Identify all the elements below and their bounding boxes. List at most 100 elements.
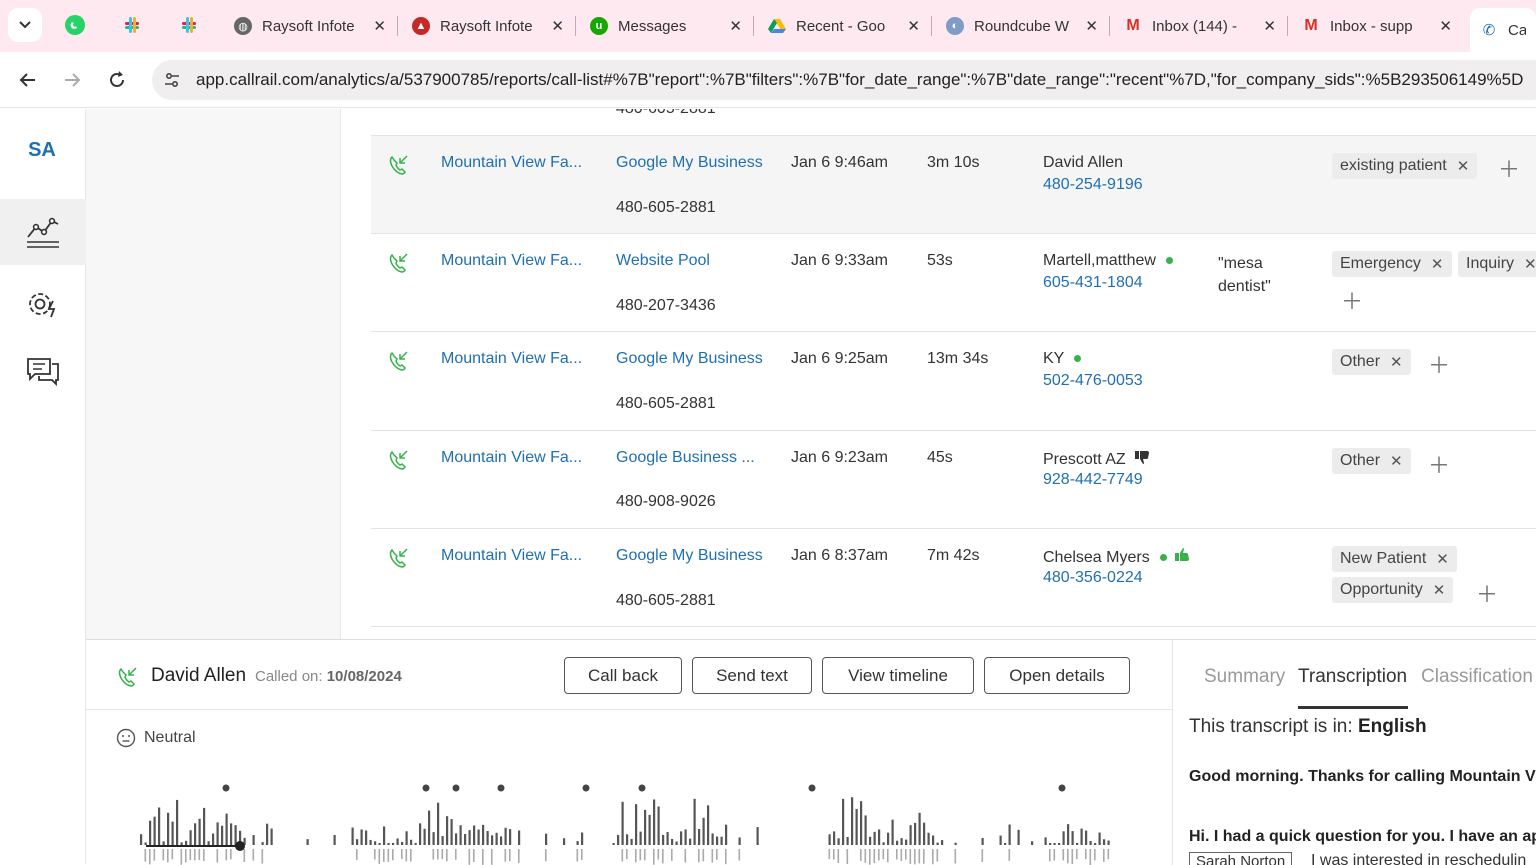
close-icon[interactable]: ✕ [907, 18, 920, 35]
close-icon[interactable]: ✕ [551, 18, 564, 35]
table-row[interactable]: Mountain View Fa... Google My Business 4… [371, 529, 1536, 627]
left-navigation-rail: SA [0, 109, 86, 864]
waveform-bar [144, 849, 147, 862]
company-link[interactable]: Mountain View Fa... [441, 350, 583, 367]
waveform-bar [230, 823, 233, 845]
tab-transcription[interactable]: Transcription [1298, 666, 1408, 687]
reload-button[interactable] [103, 66, 131, 94]
tag-chip: Emergency ✕ [1332, 251, 1452, 277]
waveform-bar [365, 830, 368, 845]
pinned-tab-slack-2[interactable] [176, 12, 202, 38]
waveform-bar [167, 812, 170, 845]
waveform-bar [491, 849, 493, 865]
url-omnibox[interactable]: app.callrail.com/analytics/a/537900785/r… [152, 60, 1536, 100]
call-detail-panel: David Allen Called on: 10/08/2024 Call b… [86, 639, 1536, 865]
url-text[interactable]: app.callrail.com/analytics/a/537900785/r… [196, 70, 1524, 89]
source-link[interactable]: Google My Business [616, 350, 763, 367]
close-icon[interactable]: ✕ [1439, 18, 1452, 35]
caller-phone-link[interactable]: 480-254-9196 [1043, 176, 1143, 193]
tab-inbox-144[interactable]: M Inbox (144) - ✕ [1114, 8, 1286, 44]
waveform-bar [518, 849, 520, 864]
table-row[interactable]: Mountain View Fa... Google Business ... … [371, 431, 1536, 529]
inbound-call-icon [389, 253, 408, 273]
add-tag-button[interactable]: ＋ [1428, 453, 1451, 478]
remove-tag-icon[interactable]: ✕ [1456, 158, 1470, 175]
tab-classification[interactable]: Classification [1421, 666, 1533, 687]
caller-phone-link[interactable]: 480-356-0224 [1043, 569, 1143, 586]
rail-item-messages[interactable] [0, 339, 86, 405]
audio-waveform[interactable] [136, 775, 1126, 865]
waveform-bar [837, 849, 840, 864]
account-avatar[interactable]: SA [28, 139, 56, 161]
close-icon[interactable]: ✕ [1263, 18, 1276, 35]
remove-tag-icon[interactable]: ✕ [1390, 354, 1403, 371]
call-duration: 3m 10s [927, 154, 980, 171]
waveform-bar [468, 849, 471, 865]
waveform-bar [711, 833, 714, 845]
source-link[interactable]: Website Pool [616, 252, 710, 269]
tab-search-button[interactable] [8, 8, 42, 42]
remove-tag-icon[interactable]: ✕ [1430, 256, 1444, 273]
waveform-bar [909, 825, 912, 845]
open-details-button[interactable]: Open details [984, 657, 1130, 694]
pinned-tab-whatsapp[interactable] [62, 12, 88, 38]
back-button[interactable] [14, 66, 42, 94]
source-link[interactable]: Google My Business [616, 547, 763, 564]
remove-tag-icon[interactable]: ✕ [1524, 256, 1536, 273]
waveform-bar [981, 837, 984, 845]
waveform-bar [504, 849, 507, 862]
waveform-bar [189, 849, 192, 861]
waveform-bar [873, 831, 876, 845]
tab-callrail-active[interactable]: ✆ Call [1470, 8, 1536, 52]
caller-phone-link[interactable]: 502-476-0053 [1043, 372, 1143, 389]
close-icon[interactable]: ✕ [1085, 18, 1098, 35]
forward-button[interactable] [58, 66, 86, 94]
remove-tag-icon[interactable]: ✕ [1432, 582, 1446, 599]
caller-phone-link[interactable]: 928-442-7749 [1043, 471, 1143, 488]
send-text-button[interactable]: Send text [692, 657, 812, 694]
close-icon[interactable]: ✕ [729, 18, 742, 35]
call-back-button[interactable]: Call back [564, 657, 682, 694]
remove-tag-icon[interactable]: ✕ [1436, 551, 1449, 568]
add-tag-button[interactable]: ＋ [1428, 353, 1451, 378]
site-info-icon[interactable] [162, 70, 182, 90]
waveform-bar [392, 843, 395, 845]
add-tag-button[interactable]: ＋ [1498, 157, 1521, 182]
company-link[interactable]: Mountain View Fa... [441, 154, 583, 171]
add-tag-button[interactable]: ＋ [1476, 582, 1499, 607]
close-icon[interactable]: ✕ [373, 18, 386, 35]
slack-icon [182, 17, 196, 33]
tab-inbox-support[interactable]: M Inbox - supp ✕ [1292, 8, 1462, 44]
pinned-tab-slack-1[interactable] [119, 12, 145, 38]
add-tag-button[interactable]: ＋ [1341, 289, 1364, 314]
tab-roundcube[interactable]: ◐ Roundcube W ✕ [936, 8, 1108, 44]
caller-phone-link[interactable]: 605-431-1804 [1043, 274, 1143, 291]
table-row[interactable]: Mountain View Fa... Google My Business 4… [371, 136, 1536, 234]
arrow-right-icon [65, 73, 81, 87]
tab-raysoft-1[interactable]: ◍ Raysoft Infote ✕ [224, 8, 396, 44]
waveform-bar [473, 825, 476, 845]
rail-item-settings[interactable] [0, 271, 86, 337]
tab-summary[interactable]: Summary [1204, 666, 1286, 687]
remove-tag-icon[interactable]: ✕ [1390, 453, 1403, 470]
waveform-bar [630, 838, 633, 845]
source-link[interactable]: Google My Business [616, 154, 763, 171]
waveform-bar [185, 840, 188, 845]
waveform-bar [1076, 849, 1078, 860]
table-row[interactable]: Mountain View Fa... Website Pool 480-207… [371, 234, 1536, 332]
source-link[interactable]: Google Business ... [616, 449, 755, 466]
company-link[interactable]: Mountain View Fa... [441, 547, 583, 564]
company-link[interactable]: Mountain View Fa... [441, 252, 583, 269]
tab-raysoft-2[interactable]: ▲ Raysoft Infote ✕ [402, 8, 574, 44]
company-link[interactable]: Mountain View Fa... [441, 449, 583, 466]
rail-item-analytics[interactable] [0, 199, 86, 265]
tab-messages[interactable]: u Messages ✕ [580, 8, 752, 44]
waveform-bar [626, 834, 629, 845]
waveform-bar [405, 849, 408, 862]
tab-drive[interactable]: Recent - Goo ✕ [758, 8, 930, 44]
waveform-bar [896, 849, 898, 860]
view-timeline-button[interactable]: View timeline [822, 657, 974, 694]
waveform-bar [1085, 830, 1088, 845]
waveform-bar [639, 831, 642, 845]
table-row[interactable]: Mountain View Fa... Google My Business 4… [371, 332, 1536, 431]
